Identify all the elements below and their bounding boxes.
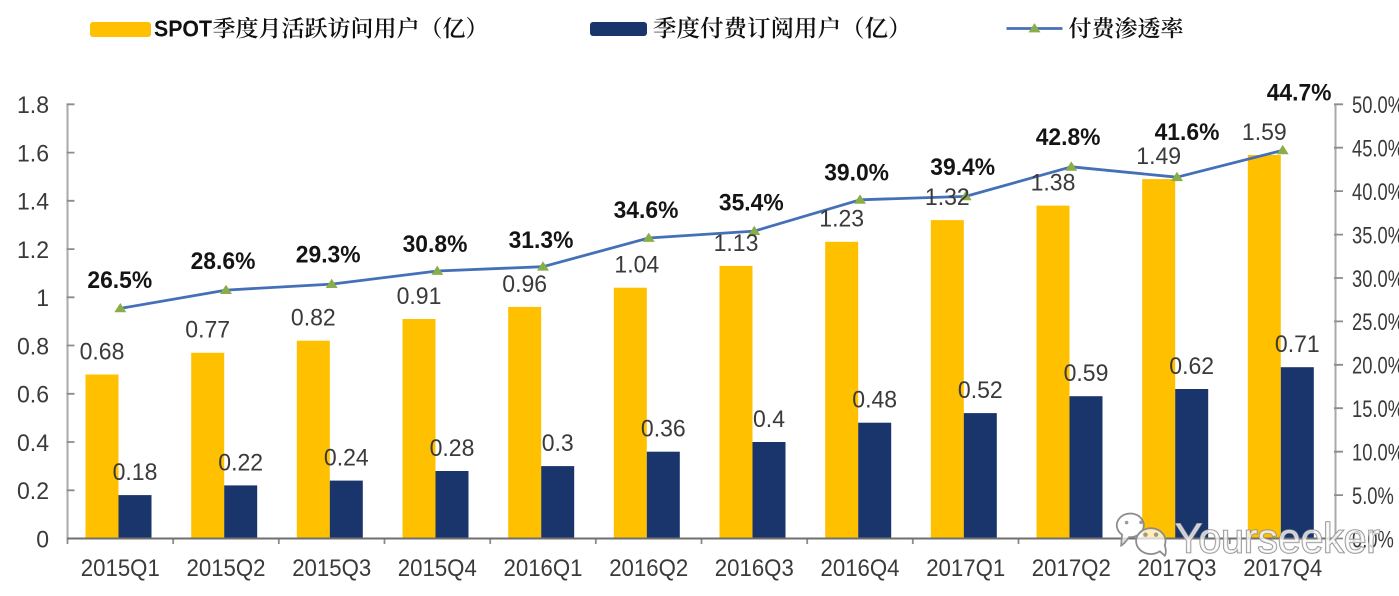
- svg-text:0.3: 0.3: [542, 430, 574, 457]
- svg-text:1.32: 1.32: [925, 184, 970, 211]
- svg-text:1: 1: [36, 285, 49, 312]
- svg-text:0.52: 0.52: [958, 377, 1003, 404]
- svg-text:5.0%: 5.0%: [1352, 483, 1394, 510]
- svg-text:0.2: 0.2: [17, 478, 49, 505]
- svg-text:0.71: 0.71: [1275, 331, 1320, 358]
- svg-text:2015Q3: 2015Q3: [292, 555, 371, 582]
- svg-text:2015Q1: 2015Q1: [81, 555, 160, 582]
- svg-text:2016Q1: 2016Q1: [504, 555, 583, 582]
- svg-text:1.38: 1.38: [1031, 170, 1076, 197]
- svg-text:25.0%: 25.0%: [1352, 309, 1399, 336]
- svg-text:2016Q2: 2016Q2: [609, 555, 688, 582]
- svg-text:1.13: 1.13: [714, 230, 759, 257]
- svg-text:0.6: 0.6: [17, 382, 49, 409]
- svg-text:0.48: 0.48: [852, 387, 897, 414]
- svg-text:0.91: 0.91: [397, 283, 442, 310]
- svg-text:0.59: 0.59: [1064, 360, 1109, 387]
- svg-text:1.23: 1.23: [819, 206, 864, 233]
- svg-text:39.4%: 39.4%: [930, 154, 995, 181]
- svg-text:34.6%: 34.6%: [614, 197, 679, 224]
- svg-text:15.0%: 15.0%: [1352, 396, 1399, 423]
- svg-text:0.96: 0.96: [502, 271, 547, 298]
- svg-text:42.8%: 42.8%: [1036, 124, 1101, 151]
- svg-text:20.0%: 20.0%: [1352, 353, 1399, 380]
- svg-text:0.62: 0.62: [1169, 353, 1214, 380]
- svg-text:0.28: 0.28: [430, 435, 475, 462]
- svg-text:2017Q3: 2017Q3: [1138, 555, 1217, 582]
- svg-text:0.36: 0.36: [641, 416, 686, 443]
- svg-text:1.8: 1.8: [17, 92, 49, 119]
- svg-text:0.77: 0.77: [185, 317, 230, 344]
- svg-text:0.24: 0.24: [324, 444, 369, 471]
- svg-text:2017Q2: 2017Q2: [1032, 555, 1111, 582]
- svg-text:30.8%: 30.8%: [403, 231, 468, 258]
- svg-text:SPOT: SPOT: [154, 16, 212, 42]
- svg-text:1.2: 1.2: [17, 237, 49, 264]
- svg-text:1.4: 1.4: [17, 189, 49, 216]
- svg-text:50.0%: 50.0%: [1352, 92, 1399, 119]
- svg-text:0.22: 0.22: [218, 449, 263, 476]
- svg-text:41.6%: 41.6%: [1155, 119, 1220, 146]
- svg-text:0.82: 0.82: [291, 305, 336, 332]
- svg-text:1.59: 1.59: [1242, 119, 1287, 146]
- svg-text:0: 0: [36, 526, 49, 553]
- svg-text:0.18: 0.18: [113, 459, 158, 486]
- svg-text:40.0%: 40.0%: [1352, 179, 1399, 206]
- svg-text:1.6: 1.6: [17, 140, 49, 167]
- svg-text:2015Q2: 2015Q2: [187, 555, 266, 582]
- svg-text:0.68: 0.68: [80, 338, 125, 365]
- svg-text:35.4%: 35.4%: [719, 190, 784, 217]
- svg-text:2017Q1: 2017Q1: [926, 555, 1005, 582]
- svg-text:44.7%: 44.7%: [1267, 80, 1332, 107]
- svg-text:29.3%: 29.3%: [296, 242, 361, 269]
- svg-text:30.0%: 30.0%: [1352, 266, 1399, 293]
- svg-text:10.0%: 10.0%: [1352, 440, 1399, 467]
- svg-text:35.0%: 35.0%: [1352, 222, 1399, 249]
- svg-text:2016Q3: 2016Q3: [715, 555, 794, 582]
- svg-text:2015Q4: 2015Q4: [398, 555, 477, 582]
- svg-text:Yourseeker: Yourseeker: [1175, 515, 1380, 562]
- svg-text:0.0%: 0.0%: [1352, 526, 1394, 553]
- svg-text:28.6%: 28.6%: [191, 248, 256, 275]
- svg-text:1.49: 1.49: [1136, 143, 1181, 170]
- svg-text:0.4: 0.4: [753, 406, 785, 433]
- svg-text:45.0%: 45.0%: [1352, 136, 1399, 163]
- svg-text:31.3%: 31.3%: [509, 227, 574, 254]
- svg-text:2016Q4: 2016Q4: [821, 555, 900, 582]
- svg-text:26.5%: 26.5%: [87, 267, 152, 294]
- svg-text:0.8: 0.8: [17, 333, 49, 360]
- svg-text:1.04: 1.04: [614, 252, 659, 279]
- svg-text:39.0%: 39.0%: [824, 160, 889, 187]
- svg-text:0.4: 0.4: [17, 430, 49, 457]
- svg-text:2017Q4: 2017Q4: [1243, 555, 1322, 582]
